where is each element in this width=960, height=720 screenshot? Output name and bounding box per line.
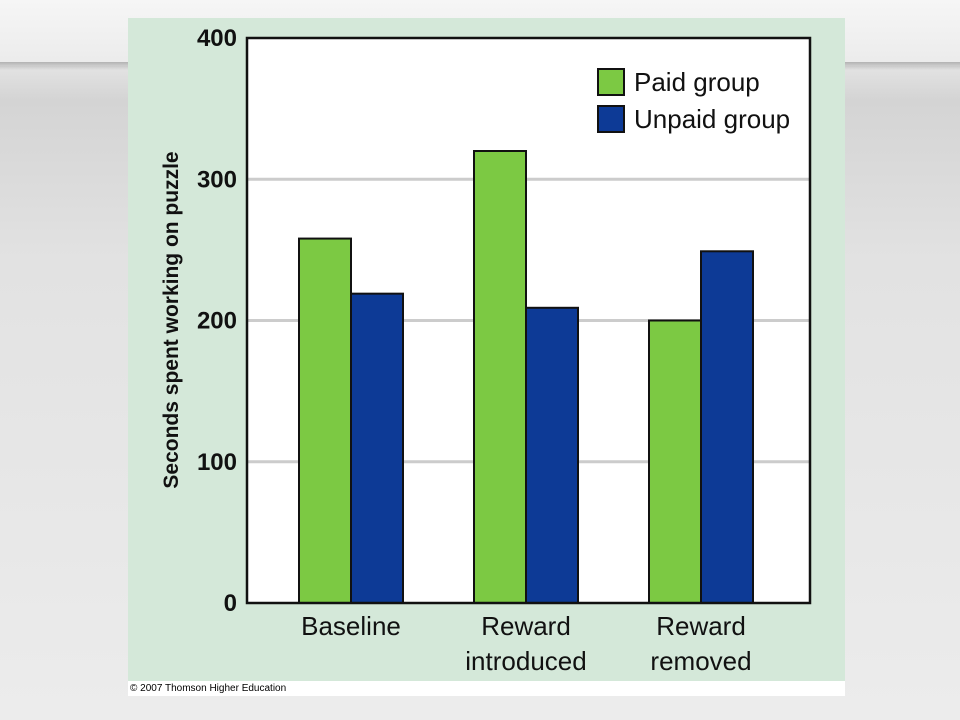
x-tick-label: removed — [650, 646, 751, 676]
y-tick-label: 100 — [197, 449, 237, 476]
y-tick-labels: 0 100 200 300 400 — [197, 25, 237, 617]
y-tick-label: 200 — [197, 308, 237, 335]
bar-unpaid-1 — [525, 306, 579, 604]
y-tick-label: 300 — [197, 166, 237, 193]
y-tick-label: 0 — [224, 590, 237, 617]
x-tick-label: Reward — [656, 611, 746, 641]
x-tick-label: Baseline — [301, 611, 401, 641]
x-tick-label: introduced — [465, 646, 586, 676]
y-axis-label: Seconds spent working on puzzle — [160, 151, 183, 488]
bar-unpaid-2 — [700, 250, 754, 604]
legend-swatch — [597, 68, 625, 96]
bar-paid-0 — [298, 237, 352, 604]
copyright-notice: © 2007 Thomson Higher Education — [128, 681, 845, 696]
legend-label: Paid group — [634, 67, 760, 97]
legend-label: Unpaid group — [634, 104, 790, 134]
x-tick-labels: Baseline Reward introduced Reward removed — [301, 611, 751, 676]
bar-paid-1 — [473, 150, 527, 604]
bar-unpaid-0 — [350, 292, 404, 604]
bars — [298, 150, 754, 604]
bar-paid-2 — [648, 319, 702, 604]
x-tick-label: Reward — [481, 611, 571, 641]
plot-frame — [245, 36, 812, 605]
legend: Paid group Unpaid group — [597, 67, 790, 134]
legend-swatch — [597, 105, 625, 133]
y-tick-label: 400 — [197, 25, 237, 52]
